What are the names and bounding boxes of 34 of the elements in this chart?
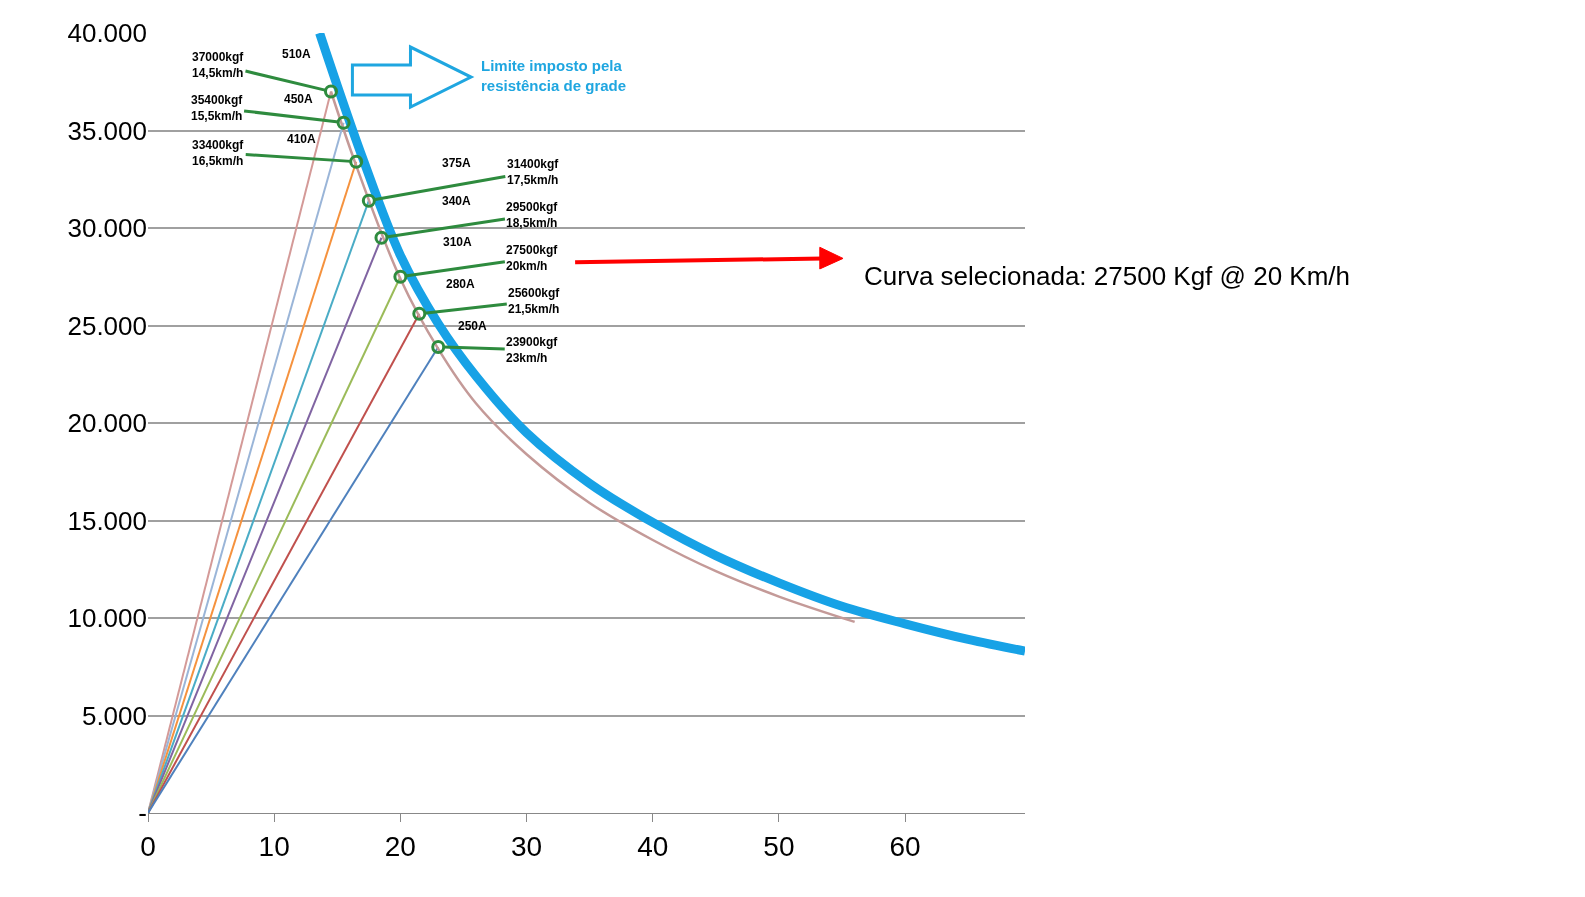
annotation: Limite imposto pela resistência de grade bbox=[481, 57, 627, 94]
annotation: 510A bbox=[282, 47, 312, 61]
x-tick-label: 0 bbox=[140, 830, 156, 862]
x-tick-label: 60 bbox=[889, 830, 921, 862]
y-tick-label: - bbox=[138, 798, 147, 829]
y-tick-label: 35.000 bbox=[67, 115, 147, 146]
annotation: 33400kgf 16,5km/h bbox=[192, 138, 245, 168]
annotation: 23900kgf 23km/h bbox=[506, 335, 559, 365]
annotation: 310A bbox=[443, 235, 473, 249]
annotation: 35400kgf 15,5km/h bbox=[191, 93, 244, 123]
annotation: 250A bbox=[458, 319, 488, 333]
annotation: 31400kgf 17,5km/h bbox=[507, 157, 560, 187]
y-tick-label: 30.000 bbox=[67, 213, 147, 244]
y-tick-label: 5.000 bbox=[81, 700, 147, 731]
annotation: 340A bbox=[442, 194, 472, 208]
x-tick-label: 20 bbox=[384, 830, 416, 862]
x-tick-label: 50 bbox=[763, 830, 795, 862]
y-tick-label: 15.000 bbox=[67, 505, 147, 536]
x-tick-label: 40 bbox=[637, 830, 669, 862]
annotation: 410A bbox=[287, 132, 317, 146]
annotation: Curva selecionada: 27500 Kgf @ 20 Km/h bbox=[864, 261, 1351, 291]
y-tick-label: 20.000 bbox=[67, 408, 147, 439]
annotation: 25600kgf 21,5km/h bbox=[508, 286, 561, 316]
y-tick-label: 25.000 bbox=[67, 310, 147, 341]
x-tick-label: 30 bbox=[510, 830, 543, 862]
annotation: 37000kgf 14,5km/h bbox=[192, 50, 245, 80]
annotation: 29500kgf 18,5km/h bbox=[506, 200, 559, 230]
annotation: 375A bbox=[442, 156, 472, 170]
x-tick-label: 10 bbox=[258, 830, 290, 862]
y-tick-label: 10.000 bbox=[67, 603, 147, 634]
y-tick-label: 40.000 bbox=[67, 18, 147, 49]
annotation: 450A bbox=[284, 92, 314, 106]
annotation: 27500kgf 20km/h bbox=[506, 243, 559, 273]
annotation: 280A bbox=[446, 277, 476, 291]
